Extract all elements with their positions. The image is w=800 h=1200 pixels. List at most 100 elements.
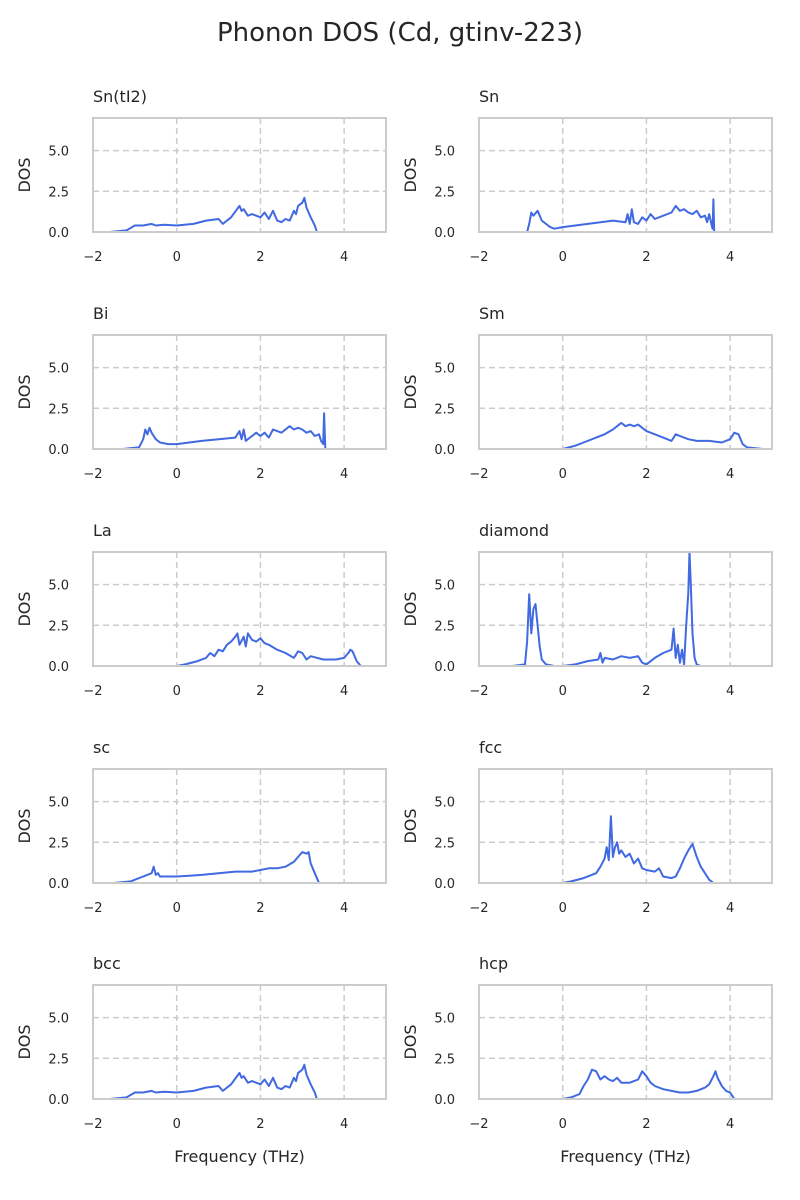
x-tick-label: 4	[340, 1117, 348, 1132]
y-axis-label: DOS	[401, 808, 420, 843]
y-tick-label: 0.0	[48, 877, 69, 892]
x-tick-label: −2	[469, 1117, 488, 1132]
x-tick-label: 2	[256, 1117, 264, 1132]
subplot-title: hcp	[479, 954, 508, 973]
y-tick-label: 5.0	[434, 796, 455, 811]
plot-frame	[478, 768, 773, 884]
y-axis-label: DOS	[401, 591, 420, 626]
y-tick-label: 0.0	[48, 226, 69, 241]
x-tick-label: 4	[340, 250, 348, 265]
plot-frame	[92, 984, 387, 1100]
y-tick-label: 5.0	[48, 1012, 69, 1027]
x-tick-label: 4	[340, 684, 348, 699]
dos-line	[113, 851, 320, 884]
y-axis-label: DOS	[401, 1024, 420, 1059]
plot-frame	[478, 984, 773, 1100]
x-tick-label: −2	[469, 901, 488, 916]
x-tick-label: 0	[173, 1117, 181, 1132]
subplot-title: Sm	[479, 304, 505, 323]
x-tick-label: 0	[559, 467, 567, 482]
subplot-Sm: Sm −2 0 2 4 0.0 2.5 5.0 DOS	[401, 304, 773, 482]
x-tick-label: −2	[83, 250, 102, 265]
y-tick-label: 5.0	[434, 362, 455, 377]
dos-line	[554, 1068, 747, 1100]
y-tick-label: 0.0	[434, 660, 455, 675]
x-tick-label: 4	[726, 250, 734, 265]
subplot-Bi: Bi −2 0 2 4 0.0 2.5 5.0 DOS	[15, 304, 387, 482]
y-tick-label: 2.5	[48, 185, 69, 200]
y-tick-label: 2.5	[48, 836, 69, 851]
x-tick-label: −2	[83, 1117, 102, 1132]
y-axis-label: DOS	[401, 374, 420, 409]
y-tick-label: 2.5	[48, 402, 69, 417]
subplot-title: Bi	[93, 304, 108, 323]
y-tick-label: 5.0	[48, 145, 69, 160]
x-tick-label: 4	[726, 684, 734, 699]
x-tick-label: −2	[83, 467, 102, 482]
y-tick-label: 2.5	[434, 1052, 455, 1067]
y-tick-label: 2.5	[434, 836, 455, 851]
x-tick-label: −2	[83, 684, 102, 699]
y-tick-label: 5.0	[48, 579, 69, 594]
y-tick-label: 0.0	[434, 226, 455, 241]
plot-frame	[478, 551, 773, 667]
y-tick-label: 0.0	[434, 443, 455, 458]
subplot-fcc: fcc −2 0 2 4 0.0 2.5 5.0 DOS	[401, 738, 773, 916]
x-tick-label: 4	[726, 467, 734, 482]
x-tick-label: 2	[256, 467, 264, 482]
y-tick-label: 2.5	[434, 402, 455, 417]
subplot-Sn: Sn −2 0 2 4 0.0 2.5 5.0 DOS	[401, 87, 773, 265]
subplot-title: La	[93, 521, 112, 540]
x-tick-label: 0	[173, 684, 181, 699]
subplot-title: bcc	[93, 954, 121, 973]
subplot-title: diamond	[479, 521, 549, 540]
x-tick-label: −2	[469, 467, 488, 482]
subplot-sc: sc −2 0 2 4 0.0 2.5 5.0 DOS	[15, 738, 387, 916]
dos-line	[122, 412, 327, 450]
y-tick-label: 0.0	[48, 1093, 69, 1108]
subplot-Sn(tI2): Sn(tI2) −2 0 2 4 0.0 2.5 5.0 DOS	[15, 87, 387, 265]
x-axis-label: Frequency (THz)	[560, 1147, 690, 1166]
x-tick-label: 0	[559, 250, 567, 265]
x-tick-label: 0	[559, 1117, 567, 1132]
y-axis-label: DOS	[15, 374, 34, 409]
x-tick-label: 2	[256, 901, 264, 916]
x-tick-label: 0	[559, 684, 567, 699]
y-tick-label: 5.0	[434, 579, 455, 594]
subplot-La: La −2 0 2 4 0.0 2.5 5.0 DOS	[15, 521, 387, 699]
y-tick-label: 0.0	[48, 660, 69, 675]
x-tick-label: 2	[642, 684, 650, 699]
plot-frame	[92, 117, 387, 233]
y-axis-label: DOS	[15, 591, 34, 626]
y-axis-label: DOS	[15, 157, 34, 192]
dos-line	[512, 551, 714, 667]
y-tick-label: 5.0	[434, 1012, 455, 1027]
x-tick-label: 2	[642, 467, 650, 482]
x-tick-label: 2	[642, 250, 650, 265]
y-axis-label: DOS	[15, 808, 34, 843]
dos-line	[151, 632, 378, 667]
dos-line	[526, 198, 716, 233]
y-tick-label: 2.5	[48, 619, 69, 634]
y-axis-label: DOS	[401, 157, 420, 192]
x-tick-label: 0	[173, 467, 181, 482]
dos-line	[554, 815, 715, 884]
y-tick-label: 0.0	[434, 1093, 455, 1108]
subplot-diamond: diamond −2 0 2 4 0.0 2.5 5.0 DOS	[401, 521, 773, 699]
subplot-hcp: hcp −2 0 2 4 0.0 2.5 5.0 DOS Frequency (THz)	[401, 954, 773, 1166]
x-tick-label: 2	[256, 684, 264, 699]
x-tick-label: 4	[726, 901, 734, 916]
x-axis-label: Frequency (THz)	[174, 1147, 304, 1166]
x-tick-label: 2	[642, 901, 650, 916]
y-tick-label: 5.0	[48, 796, 69, 811]
x-tick-label: 0	[173, 250, 181, 265]
x-tick-label: 4	[340, 467, 348, 482]
plot-frame	[92, 334, 387, 450]
plot-frame	[478, 117, 773, 233]
figure-title: Phonon DOS (Cd, gtinv-223)	[216, 18, 584, 48]
y-tick-label: 2.5	[434, 619, 455, 634]
x-tick-label: 2	[642, 1117, 650, 1132]
plot-frame	[478, 334, 773, 450]
x-tick-label: 0	[173, 901, 181, 916]
